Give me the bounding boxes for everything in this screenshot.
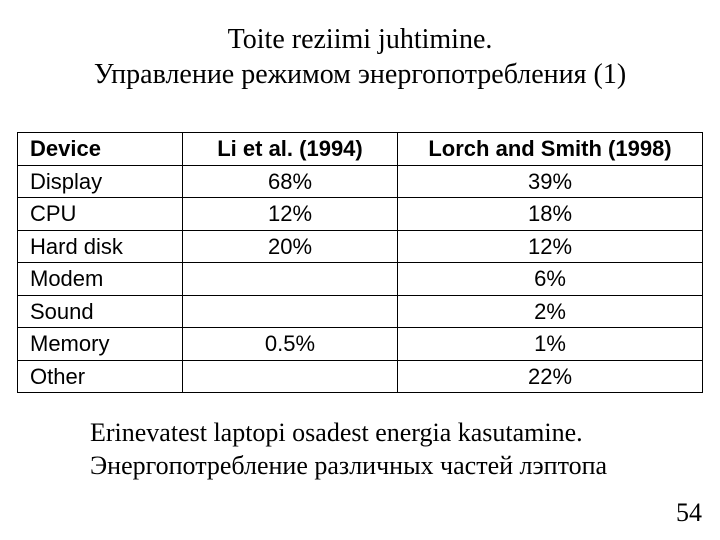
cell-b: 22% xyxy=(398,360,703,393)
caption-line-1: Erinevatest laptopi osadest energia kasu… xyxy=(90,417,720,450)
cell-b: 2% xyxy=(398,295,703,328)
cell-device: Modem xyxy=(18,263,183,296)
cell-b: 6% xyxy=(398,263,703,296)
table-row: Display 68% 39% xyxy=(18,165,703,198)
header-device: Device xyxy=(18,133,183,166)
cell-b: 18% xyxy=(398,198,703,231)
table-row: Memory 0.5% 1% xyxy=(18,328,703,361)
cell-a xyxy=(183,263,398,296)
cell-a xyxy=(183,360,398,393)
title-line-2: Управление режимом энергопотребления (1) xyxy=(0,57,720,92)
cell-device: Display xyxy=(18,165,183,198)
power-table: Device Li et al. (1994) Lorch and Smith … xyxy=(17,132,703,393)
title-line-1: Toite reziimi juhtimine. xyxy=(0,22,720,57)
cell-a: 0.5% xyxy=(183,328,398,361)
table-row: Sound 2% xyxy=(18,295,703,328)
cell-a: 68% xyxy=(183,165,398,198)
table-header-row: Device Li et al. (1994) Lorch and Smith … xyxy=(18,133,703,166)
page-number: 54 xyxy=(676,498,702,528)
cell-b: 39% xyxy=(398,165,703,198)
cell-device: Hard disk xyxy=(18,230,183,263)
table-row: Other 22% xyxy=(18,360,703,393)
cell-device: CPU xyxy=(18,198,183,231)
cell-a: 12% xyxy=(183,198,398,231)
cell-device: Memory xyxy=(18,328,183,361)
cell-a: 20% xyxy=(183,230,398,263)
table-row: Modem 6% xyxy=(18,263,703,296)
cell-device: Other xyxy=(18,360,183,393)
cell-b: 12% xyxy=(398,230,703,263)
table-row: CPU 12% 18% xyxy=(18,198,703,231)
cell-device: Sound xyxy=(18,295,183,328)
cell-b: 1% xyxy=(398,328,703,361)
caption-line-2: Энергопотребление различных частей лэпто… xyxy=(90,450,720,483)
slide: Toite reziimi juhtimine. Управление режи… xyxy=(0,0,720,540)
table-wrap: Device Li et al. (1994) Lorch and Smith … xyxy=(0,132,720,393)
header-col-b: Lorch and Smith (1998) xyxy=(398,133,703,166)
cell-a xyxy=(183,295,398,328)
title-block: Toite reziimi juhtimine. Управление режи… xyxy=(0,0,720,92)
header-col-a: Li et al. (1994) xyxy=(183,133,398,166)
table-row: Hard disk 20% 12% xyxy=(18,230,703,263)
caption-block: Erinevatest laptopi osadest energia kasu… xyxy=(0,417,720,482)
table-body: Display 68% 39% CPU 12% 18% Hard disk 20… xyxy=(18,165,703,393)
